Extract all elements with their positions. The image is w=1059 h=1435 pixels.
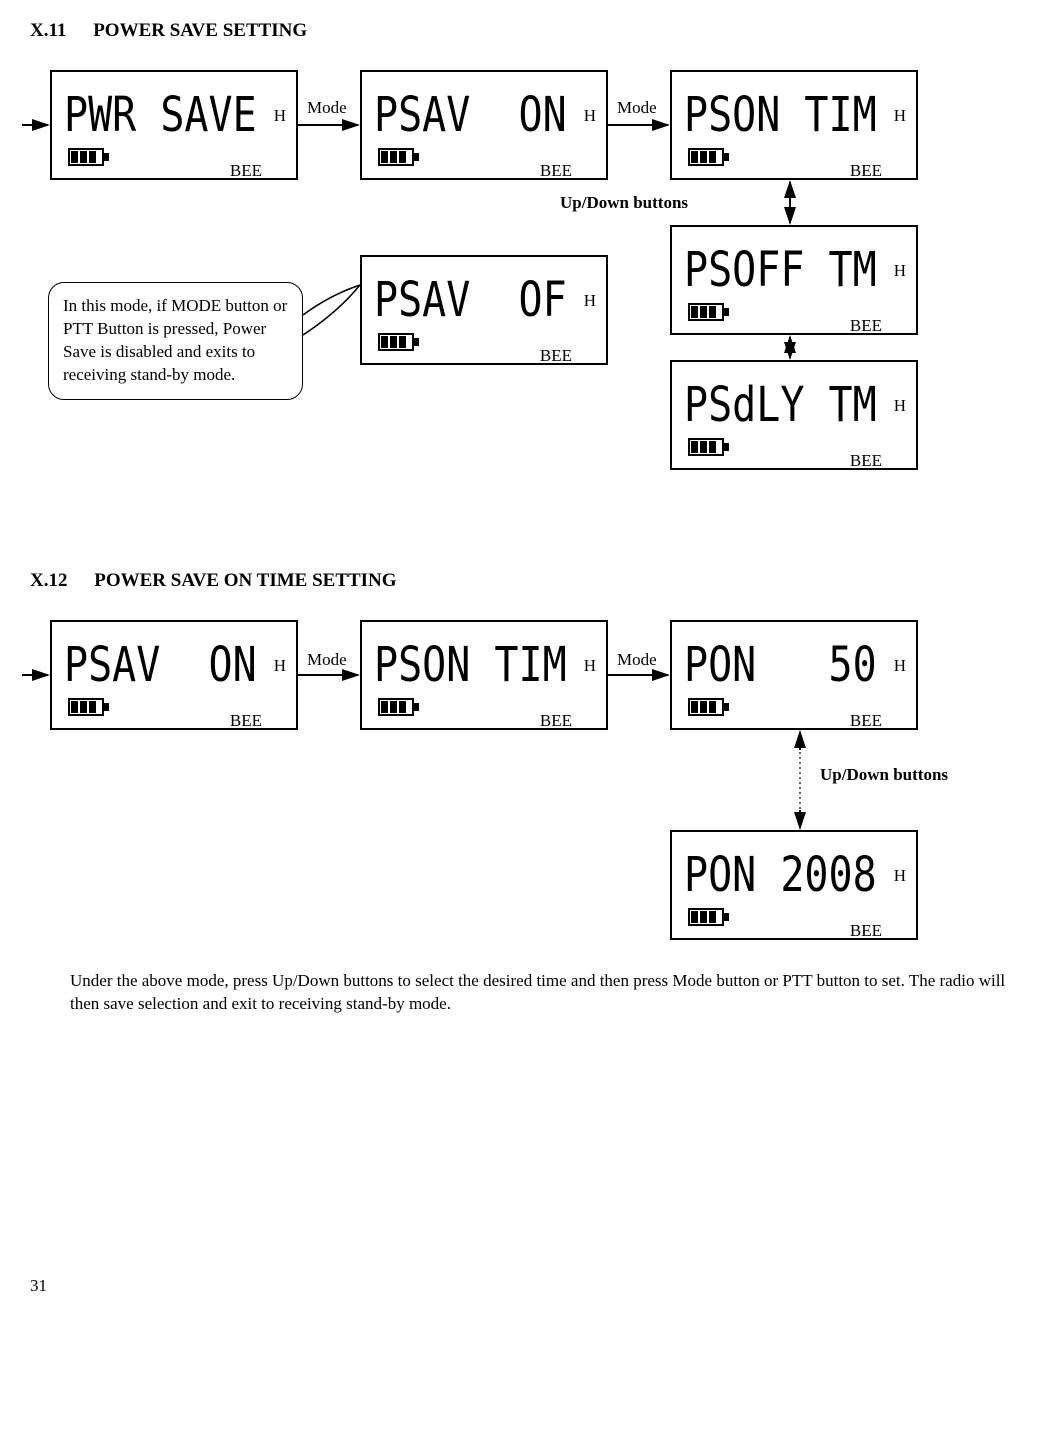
section-title: X.12 POWER SAVE ON TIME SETTING xyxy=(30,570,1029,592)
section-heading: POWER SAVE SETTING xyxy=(93,20,307,41)
section-body-text: Under the above mode, press Up/Down butt… xyxy=(70,970,1019,1016)
section-heading: POWER SAVE ON TIME SETTING xyxy=(94,570,396,591)
page-number: 31 xyxy=(30,1276,1029,1296)
diagram-canvas-1: PWR SAVE H BEE PSAV ON H BEE PSON TIM H … xyxy=(30,60,1030,500)
arrows-svg-2 xyxy=(30,610,1030,970)
section-power-save: X.11 POWER SAVE SETTING PWR SAVE H BEE P… xyxy=(30,20,1029,500)
section-title: X.11 POWER SAVE SETTING xyxy=(30,20,1029,42)
arrows-svg xyxy=(30,60,1030,500)
section-number: X.11 xyxy=(30,20,66,41)
section-power-save-on-time: X.12 POWER SAVE ON TIME SETTING PSAV ON … xyxy=(30,570,1029,1016)
diagram-canvas-2: PSAV ON H BEE PSON TIM H BEE PON 50 H BE… xyxy=(30,610,1030,970)
section-number: X.12 xyxy=(30,570,67,591)
